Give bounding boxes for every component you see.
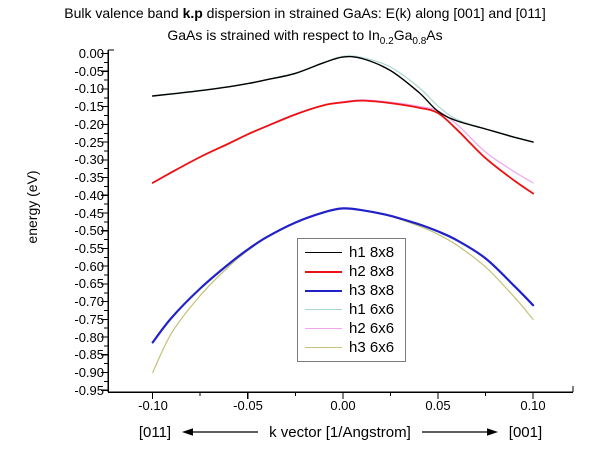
y-tick-label: -0.75 xyxy=(74,312,104,327)
curve-h2-6x6 xyxy=(152,99,534,184)
y-tick-label: -0.95 xyxy=(74,383,104,398)
legend-label: h1 6x6 xyxy=(349,301,395,318)
legend-line-sample xyxy=(305,270,342,273)
y-tick-label: -0.40 xyxy=(74,188,104,203)
subtitle-text: Ga xyxy=(393,27,413,43)
subtitle-subscript: 0.8 xyxy=(412,35,427,47)
x-tick-label: -0.10 xyxy=(138,398,168,413)
y-tick-label: -0.50 xyxy=(74,223,104,238)
legend-line-sample xyxy=(305,308,342,311)
subtitle-text: GaAs is strained with respect to In xyxy=(167,27,380,43)
direction-label-011: [011] xyxy=(138,423,172,441)
curve-h1-6x6 xyxy=(152,55,534,143)
chart-title-bold: k.p xyxy=(182,5,203,21)
y-tick-label: -0.35 xyxy=(74,170,104,185)
x-tick-label: -0.05 xyxy=(233,398,263,413)
legend-label: h3 8x8 xyxy=(349,282,395,299)
y-tick-label: -0.10 xyxy=(74,81,104,96)
legend-item-h1-6x6: h1 6x6 xyxy=(298,300,405,319)
legend-item-h1-8x8: h1 8x8 xyxy=(298,243,405,262)
legend-line-sample xyxy=(305,327,342,330)
y-tick-label: -0.60 xyxy=(74,259,104,274)
y-tick-label: -0.15 xyxy=(74,99,104,114)
curve-h1-8x8 xyxy=(152,55,534,143)
legend-line-sample xyxy=(305,346,342,349)
legend-line-sample xyxy=(305,289,342,292)
left-arrow-icon xyxy=(182,428,259,436)
legend-item-h2-8x8: h2 8x8 xyxy=(298,262,405,281)
legend-label: h3 6x6 xyxy=(349,339,395,356)
y-tick-label: 0.00 xyxy=(78,46,104,61)
y-tick-label: -0.45 xyxy=(74,206,104,221)
curve-h3-8x8 xyxy=(151,207,535,344)
y-tick-label: -0.85 xyxy=(74,347,104,362)
legend-label: h1 8x8 xyxy=(349,244,395,261)
chart-title-suffix: dispersion in strained GaAs: E(k) along … xyxy=(202,5,546,21)
y-tick-label: -0.30 xyxy=(74,152,104,167)
y-tick-label: -0.90 xyxy=(74,365,104,380)
legend-item-h3-6x6: h3 6x6 xyxy=(298,338,405,357)
direction-label-001: [001] xyxy=(508,423,543,441)
y-tick-label: -0.80 xyxy=(74,330,104,345)
y-tick-label: -0.05 xyxy=(74,64,104,79)
curve-h2-8x8 xyxy=(151,99,534,195)
plot-legend: h1 8x8 h2 8x8 h3 8x8 h1 6x6 h2 6x6 h3 6x6 xyxy=(297,238,406,362)
y-tick-label: -0.25 xyxy=(74,135,104,150)
chart-title-prefix: Bulk valence band xyxy=(64,5,183,21)
subtitle-text: As xyxy=(426,27,443,43)
legend-label: h2 8x8 xyxy=(349,263,395,280)
y-tick-label: -0.20 xyxy=(74,117,104,132)
y-axis-title: energy (eV) xyxy=(24,170,40,244)
legend-line-sample xyxy=(305,251,342,254)
y-tick-label: -0.70 xyxy=(74,294,104,309)
legend-item-h2-6x6: h2 6x6 xyxy=(298,319,405,338)
x-tick-label: 0.05 xyxy=(425,398,451,413)
x-axis-label: k vector [1/Angstrom] xyxy=(269,423,411,441)
chart-title: Bulk valence band k.p dispersion in stra… xyxy=(0,5,610,21)
x-tick-label: 0.00 xyxy=(330,398,356,413)
subtitle-subscript: 0.2 xyxy=(379,35,394,47)
chart-subtitle: GaAs is strained with respect to In0.2Ga… xyxy=(0,27,610,47)
x-axis-annotation: [011] k vector [1/Angstrom] [001] xyxy=(108,419,573,445)
x-tick-label: 0.10 xyxy=(520,398,546,413)
right-arrow-icon xyxy=(421,428,498,436)
legend-label: h2 6x6 xyxy=(349,320,395,337)
y-tick-label: -0.55 xyxy=(74,241,104,256)
y-tick-label: -0.65 xyxy=(74,276,104,291)
legend-item-h3-8x8: h3 8x8 xyxy=(298,281,405,300)
